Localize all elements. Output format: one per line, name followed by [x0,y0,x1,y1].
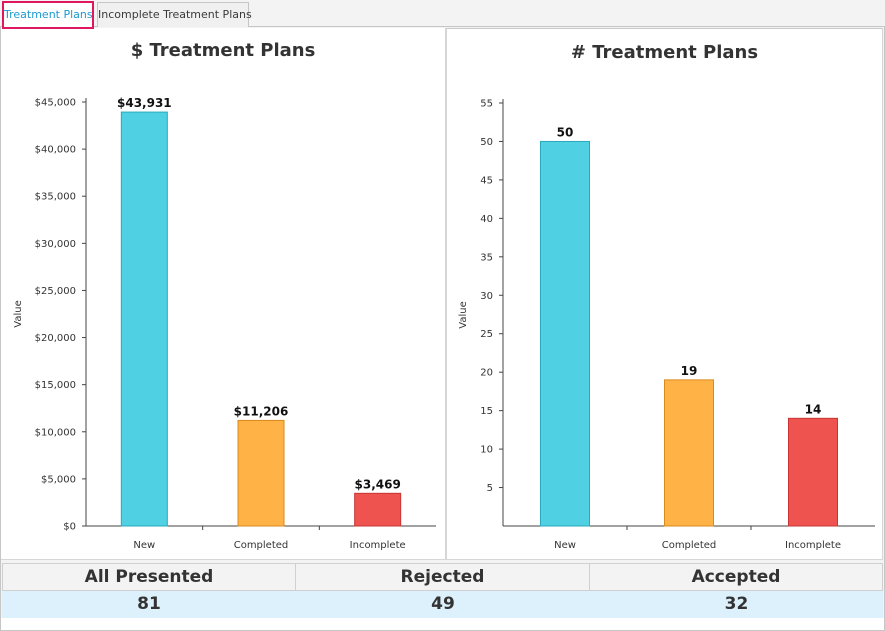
count-chart-panel: # Treatment Plans 5 10 15 20 25 30 35 40 45 50 55 V… [446,28,883,560]
dollar-chart-bar-new [120,111,168,527]
stat-header-accepted: Accepted [589,563,883,591]
count-chart-y-tick-label: 40 [480,214,493,225]
dollar-chart-y-tick-label: $5,000 [41,474,76,485]
dollar-chart-y-tick-label: $10,000 [35,427,76,438]
summary-stats: All Presented Rejected Accepted 81 49 32 [2,563,883,625]
stat-header-rejected: Rejected [295,563,590,591]
dollar-chart-y-tick-label: $35,000 [35,192,76,203]
count-chart-y-tick-label: 55 [480,99,493,110]
stat-header-all-presented: All Presented [2,563,296,591]
dollar-chart-y-tick-label: $45,000 [35,98,76,109]
dollar-chart-title: $ Treatment Plans [130,40,316,61]
count-chart-x-tick-label-completed: Completed [662,540,717,551]
count-chart-y-tick-label: 35 [480,252,493,263]
count-chart-data-label-incomplete: 14 [805,402,822,416]
count-chart: 5 10 15 20 25 30 35 40 45 50 55 Value 50 New 19 Complet… [458,99,875,551]
dollar-chart: $0 $5,000 $10,000 $15,000 $20,000 $25,000 $30,… [13,96,436,551]
dollar-chart-x-tick-label-incomplete: Incomplete [350,540,406,551]
count-chart-title: # Treatment Plans [570,42,759,63]
count-chart-data-label-new: 50 [557,125,574,139]
count-chart-y-tick-label: 30 [480,291,493,302]
stat-value-accepted: 32 [590,591,883,618]
dollar-chart-panel: $ Treatment Plans $0 $5,000 $10,000 $15,000… [1,28,446,560]
count-chart-y-tick-label: 20 [480,368,493,379]
dollar-chart-y-tick-label: $0 [63,522,76,533]
tab-treatment-plans[interactable]: Treatment Plans [2,1,94,29]
bottom-strip [1,618,884,630]
count-chart-y-tick-label: 50 [480,137,493,148]
dollar-chart-y-tick-label: $15,000 [35,380,76,391]
dollar-chart-data-label-completed: $11,206 [234,404,289,418]
count-chart-y-axis-label: Value [458,301,469,328]
dollar-chart-y-tick-label: $30,000 [35,239,76,250]
count-chart-bar-incomplete [788,417,838,527]
dollar-chart-x-tick-label-new: New [133,540,155,551]
dollar-chart-y-axis-label: Value [13,300,24,327]
dollar-chart-y-tick-label: $20,000 [35,333,76,344]
dollar-chart-bar-completed [237,419,285,527]
dollar-chart-x-tick-label-completed: Completed [234,540,289,551]
stat-value-rejected: 49 [296,591,590,618]
count-chart-bar-completed [664,379,714,527]
count-chart-y-tick-label: 15 [480,406,493,417]
count-chart-y-tick-label: 10 [480,445,493,456]
count-chart-x-tick-label-incomplete: Incomplete [785,540,841,551]
dollar-chart-data-label-new: $43,931 [117,96,172,110]
count-chart-data-label-completed: 19 [681,364,698,378]
tab-incomplete-treatment-plans[interactable]: Incomplete Treatment Plans [97,2,252,27]
count-chart-bar-new [540,140,590,527]
dollar-chart-y-tick-label: $40,000 [35,145,76,156]
count-chart-y-tick-label: 45 [480,175,493,186]
count-chart-x-tick-label-new: New [554,540,576,551]
dollar-chart-y-tick-label: $25,000 [35,286,76,297]
dollar-chart-data-label-incomplete: $3,469 [355,477,401,491]
tab-bar: Treatment Plans Incomplete Treatment Pla… [0,0,885,29]
dollar-chart-bar-incomplete [354,492,402,527]
count-chart-y-tick-label: 5 [487,483,493,494]
stat-value-all-presented: 81 [2,591,296,618]
count-chart-y-tick-label: 25 [480,329,493,340]
